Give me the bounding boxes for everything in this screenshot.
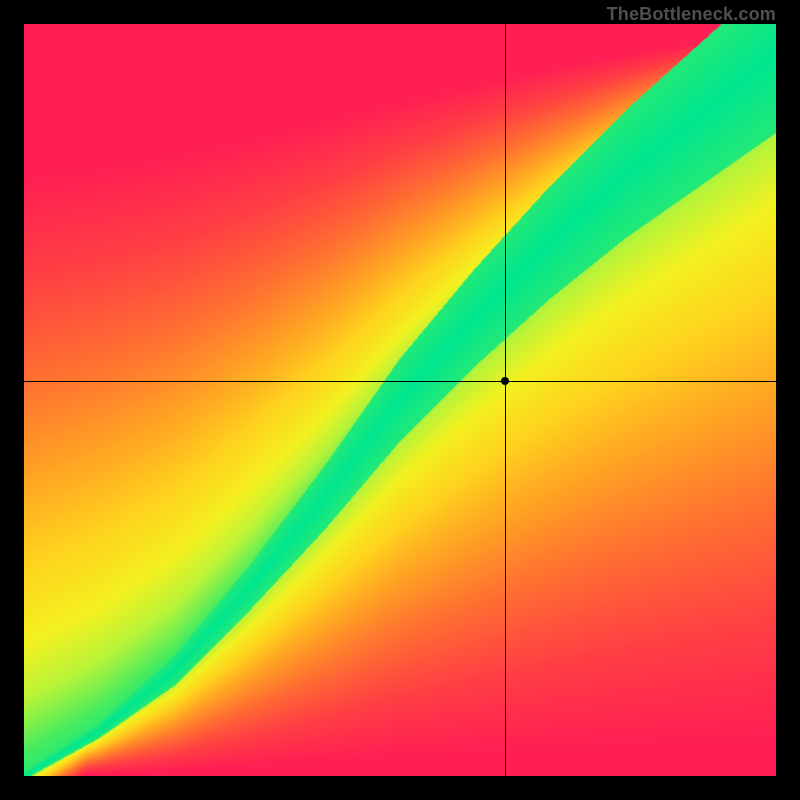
heatmap-canvas	[24, 24, 776, 776]
crosshair-vertical	[505, 24, 506, 776]
plot-area	[24, 24, 776, 776]
watermark-text: TheBottleneck.com	[607, 4, 776, 25]
crosshair-marker	[501, 377, 509, 385]
crosshair-horizontal	[24, 381, 776, 382]
